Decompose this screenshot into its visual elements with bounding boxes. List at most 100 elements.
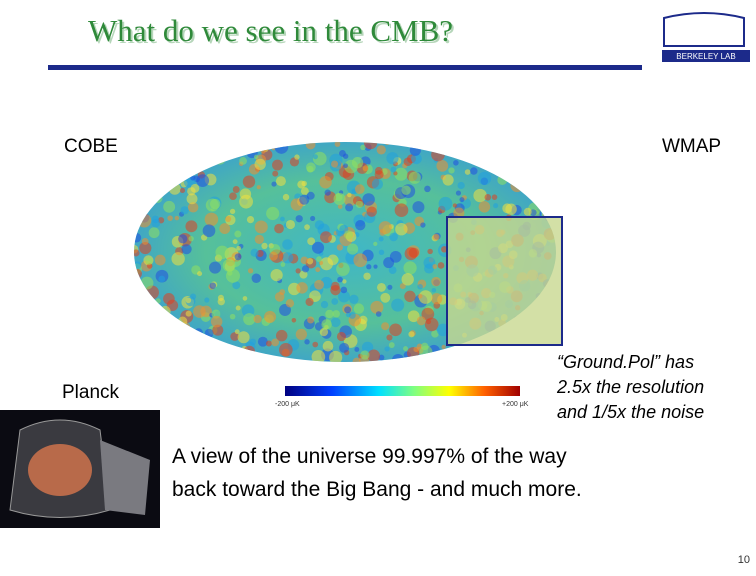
cmb-speck [264, 310, 277, 323]
cmb-speck [503, 167, 509, 173]
cmb-speck [401, 273, 414, 286]
cmb-speck [354, 184, 365, 195]
cmb-speck [505, 203, 517, 215]
cmb-speck [194, 328, 203, 337]
cmb-speck [279, 342, 293, 357]
cmb-speck [210, 315, 223, 328]
cmb-speck [344, 306, 352, 314]
cmb-speck [354, 347, 360, 352]
cmb-speck [305, 142, 316, 150]
cmb-speck [533, 167, 539, 173]
cmb-speck [436, 160, 449, 172]
cmb-speck [184, 142, 197, 151]
cmb-speck [312, 341, 319, 348]
cmb-speck [164, 333, 169, 339]
cmb-speck [140, 184, 154, 198]
cmb-speck [442, 174, 454, 186]
cmb-speck [520, 351, 529, 361]
cmb-speck [453, 160, 459, 166]
cmb-speck [551, 186, 556, 195]
cmb-speck [148, 227, 160, 239]
cmb-speck [423, 256, 436, 269]
cmb-speck [163, 335, 175, 346]
cmb-speck [239, 157, 247, 165]
cmb-speck [217, 297, 225, 306]
cmb-speck [494, 352, 501, 359]
cmb-speck [168, 182, 181, 195]
cmb-speck [537, 171, 548, 182]
cmb-speck [194, 342, 200, 348]
cmb-speck [412, 201, 425, 214]
cmb-speck [343, 193, 357, 207]
cmb-speck [204, 212, 219, 227]
cmb-speck [408, 142, 413, 146]
cmb-speck [362, 165, 369, 172]
cmb-speck [271, 181, 277, 187]
cmb-speck [319, 175, 332, 189]
cmb-speck [242, 296, 248, 301]
cmb-speck [279, 304, 291, 316]
cmb-speck [404, 290, 416, 303]
cmb-speck [301, 180, 307, 187]
cmb-speck [347, 243, 359, 255]
cmb-speck [181, 244, 192, 255]
cmb-speck [296, 282, 308, 294]
cmb-speck [391, 353, 405, 362]
cmb-speck [437, 262, 445, 269]
cobe-label: COBE [64, 136, 118, 157]
cmb-speck [527, 175, 534, 182]
cmb-speck [280, 262, 286, 267]
cmb-speck [279, 289, 286, 295]
cmb-speck [196, 142, 209, 151]
cmb-speck [408, 331, 415, 338]
title-rule [48, 65, 642, 70]
cmb-speck [410, 142, 420, 148]
cmb-speck [265, 340, 272, 347]
cmb-speck [467, 151, 472, 156]
cmb-speck [174, 215, 180, 221]
cmb-speck [268, 251, 278, 261]
cmb-speck [518, 166, 527, 174]
cmb-speck [219, 223, 231, 235]
cmb-speck [479, 356, 485, 361]
cmb-speck [165, 314, 174, 323]
cmb-speck [182, 339, 190, 347]
cmb-speck [366, 264, 372, 270]
cmb-speck [154, 165, 167, 179]
cmb-speck [373, 264, 378, 269]
logo-text: BERKELEY LAB [676, 52, 735, 61]
slide-title: What do we see in the CMB? [88, 13, 453, 48]
cmb-speck [253, 154, 259, 160]
callout-line: and 1/5x the noise [557, 402, 704, 422]
cmb-speck [318, 260, 324, 265]
cmb-speck [243, 313, 256, 326]
cmb-speck [320, 300, 329, 309]
cmb-speck [234, 230, 242, 238]
cmb-speck [137, 193, 143, 199]
cmb-speck [304, 224, 310, 230]
cmb-speck [145, 308, 160, 323]
cmb-speck [325, 309, 334, 319]
cmb-speck [167, 215, 173, 221]
cmb-speck [254, 158, 266, 171]
cmb-speck [275, 176, 286, 187]
colorbar-max: +200 μK [502, 401, 529, 408]
cmb-speck [134, 261, 142, 270]
cmb-speck [391, 298, 405, 312]
cmb-speck [137, 179, 147, 189]
cmb-speck [199, 149, 209, 159]
cmb-speck [384, 346, 390, 352]
cmb-speck [246, 215, 255, 224]
cmb-speck [416, 316, 426, 326]
cmb-speck [375, 311, 382, 317]
cmb-speck [413, 142, 420, 146]
cmb-speck [336, 331, 347, 342]
cmb-speck [336, 244, 343, 251]
cmb-speck [427, 248, 433, 255]
cmb-speck [274, 142, 289, 154]
cmb-speck [337, 204, 343, 209]
cmb-speck [301, 265, 310, 273]
cmb-speck [225, 214, 236, 226]
cmb-speck [144, 178, 157, 191]
cmb-speck [134, 249, 140, 257]
